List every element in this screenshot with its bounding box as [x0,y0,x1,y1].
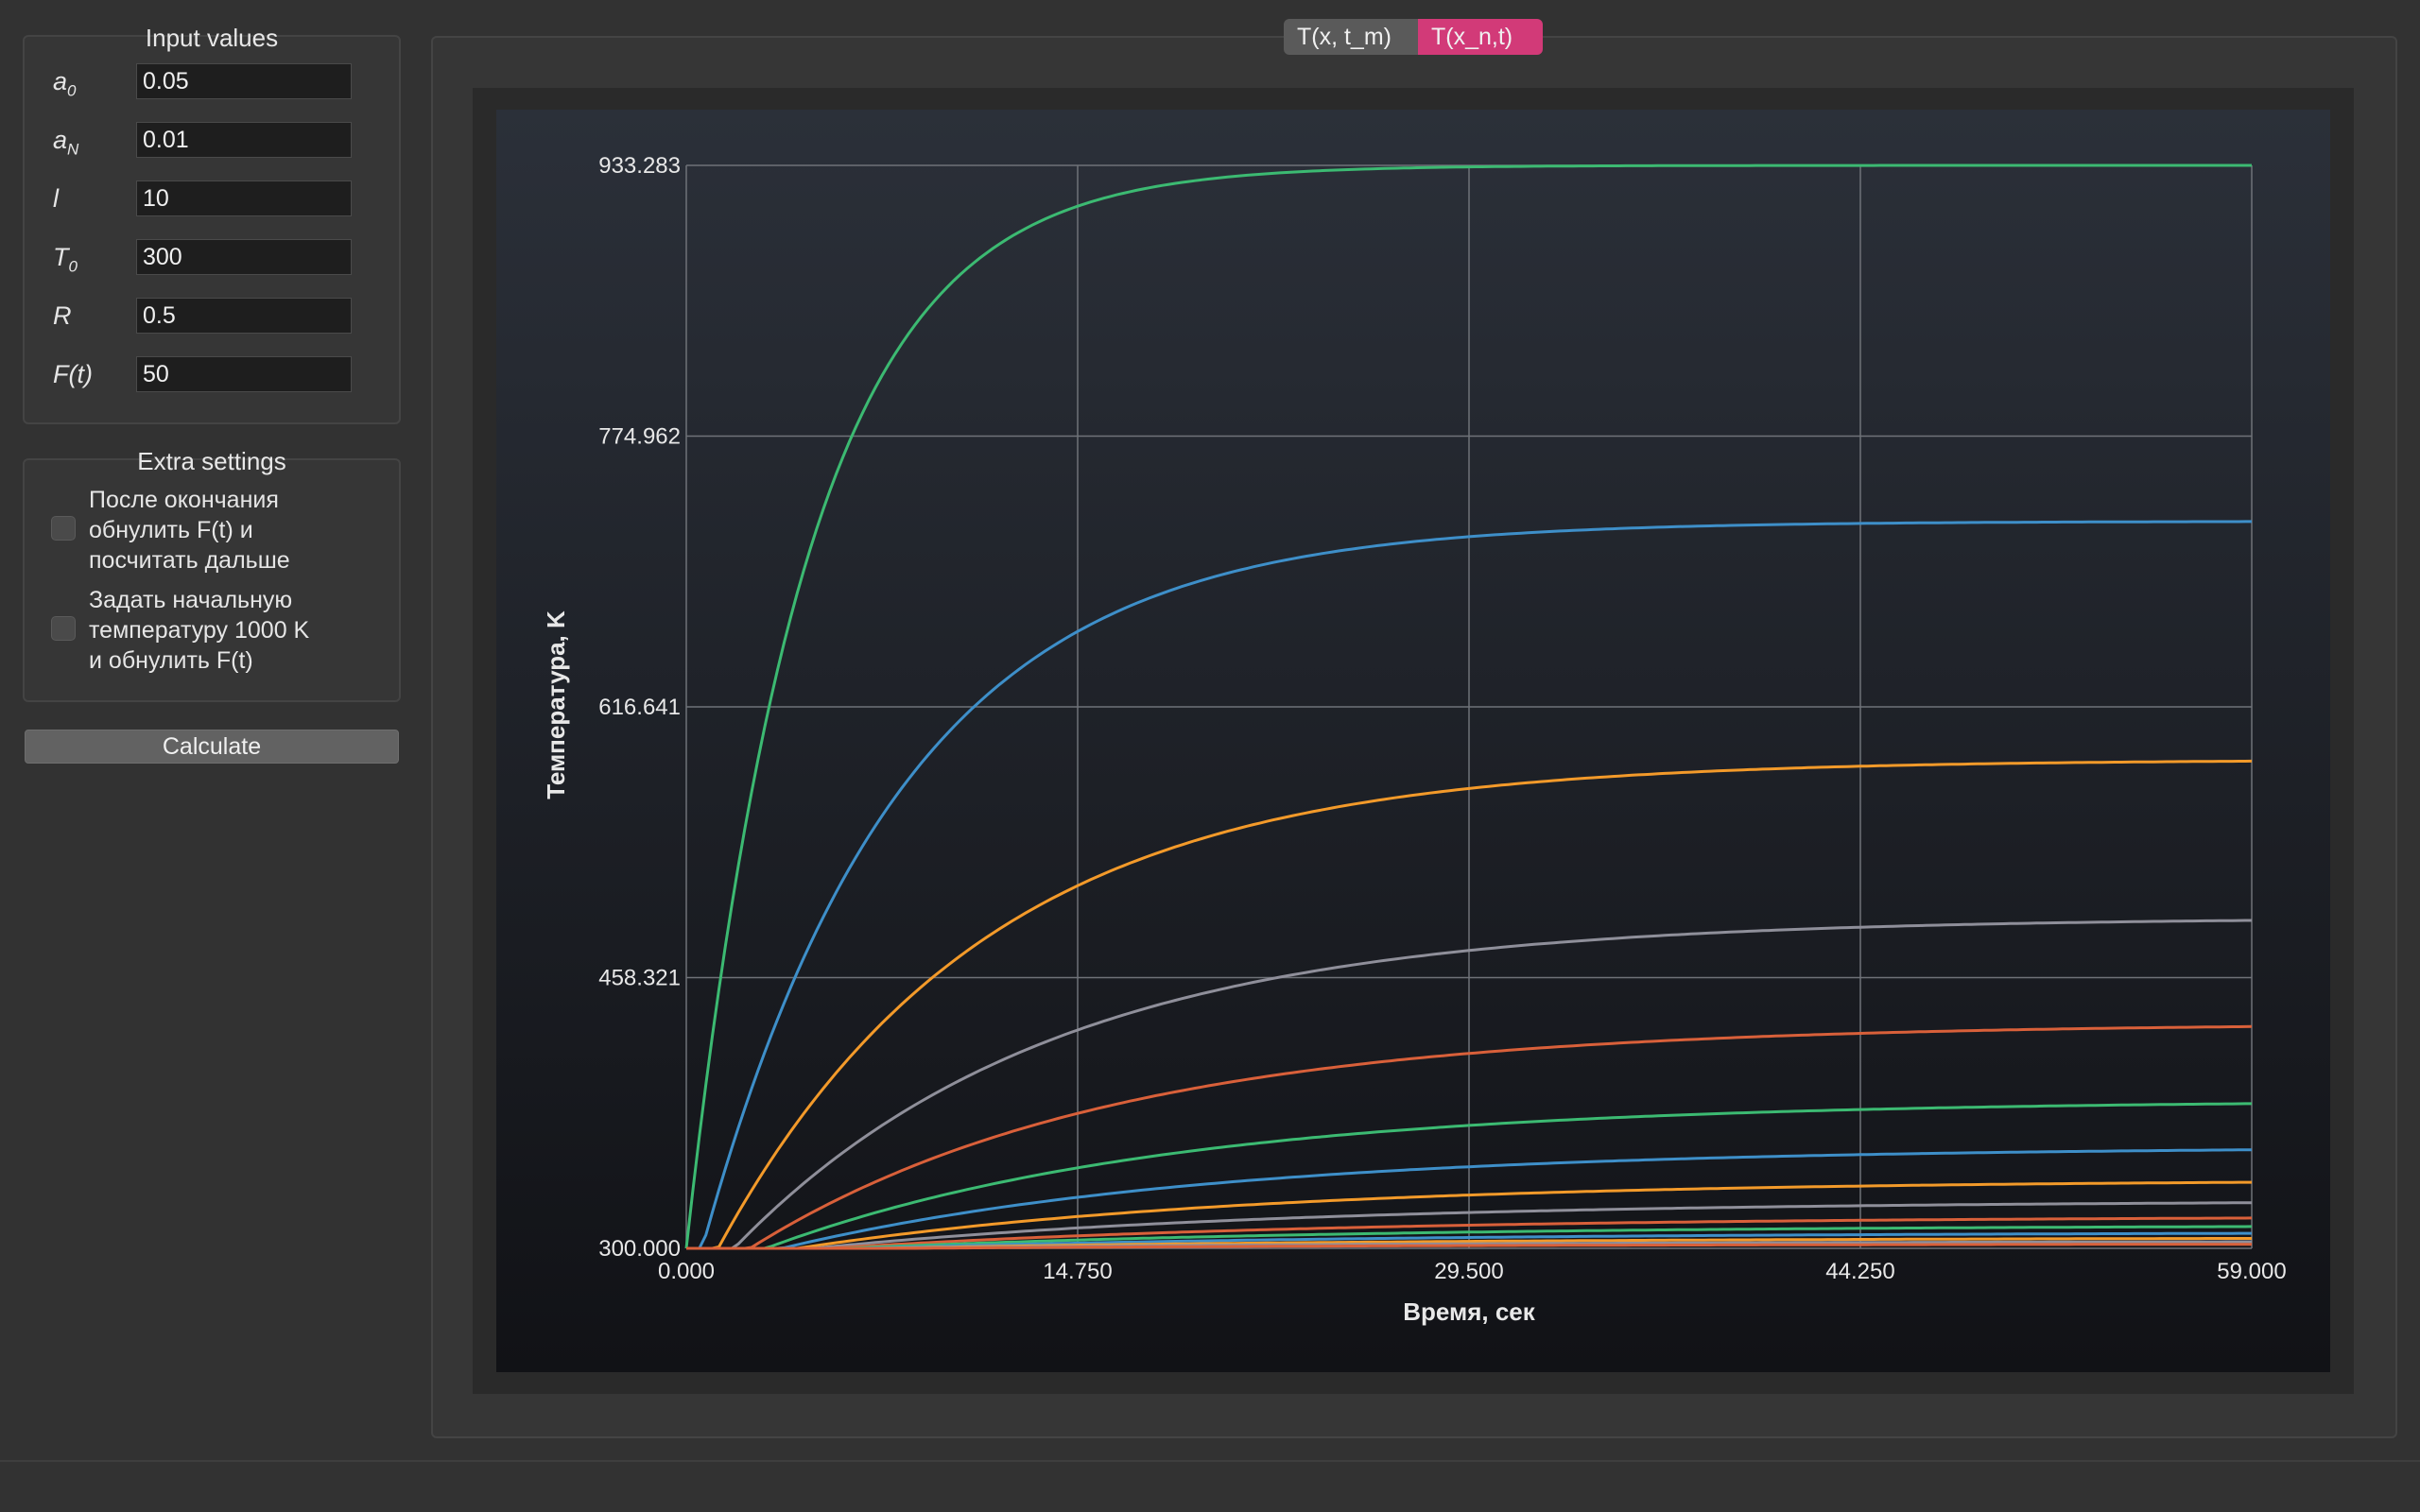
option-text-line: температуру 1000 K [89,615,309,645]
param-input[interactable] [136,63,352,99]
param-row: l [53,180,393,218]
extra-settings-title: Extra settings [25,447,399,476]
status-bar-divider [0,1460,2420,1462]
input-values-group: Input values a0aNlT0RF(t) [23,35,401,424]
param-label: a0 [53,67,129,100]
param-input[interactable] [136,180,352,216]
x-tick-label: 29.500 [1434,1259,1503,1284]
param-input[interactable] [136,356,352,392]
param-label-main: T [53,243,69,271]
param-label: F(t) [53,360,129,393]
y-tick-label: 774.962 [598,424,681,450]
param-label-sub: 0 [69,257,78,275]
param-label-sub: 0 [67,81,76,99]
x-tick-label: 59.000 [2217,1259,2286,1284]
option-text-line: обнулить F(t) и [89,515,290,545]
param-label: R [53,301,129,335]
param-label-main: a [53,126,67,154]
y-tick-label: 458.321 [598,966,681,991]
param-row: a0 [53,63,393,101]
option-text-line: и обнулить F(t) [89,645,309,676]
tab-t-xn-t[interactable]: T(x_n,t) [1418,19,1543,55]
param-label-main: F(t) [53,360,93,388]
param-input[interactable] [136,239,352,275]
param-row: T0 [53,239,393,277]
x-tick-label: 14.750 [1043,1259,1112,1284]
x-tick-label: 0.000 [658,1259,715,1284]
param-label: l [53,184,129,217]
x-axis-label: Время, сек [1403,1297,1536,1326]
tab-t-x-tm[interactable]: T(x, t_m) [1284,19,1418,55]
param-row: R [53,298,393,335]
param-label-main: l [53,184,59,213]
y-tick-label: 933.283 [598,153,681,179]
y-tick-label: 616.641 [598,695,681,720]
option-text-line: Задать начальную [89,585,309,615]
param-input[interactable] [136,298,352,334]
option-checkbox[interactable] [51,516,76,541]
x-tick-label: 44.250 [1825,1259,1894,1284]
calculate-button[interactable]: Calculate [25,730,399,764]
option-text: После окончания обнулить F(t) и посчитать … [89,485,290,576]
tab-bar: T(x, t_m) T(x_n,t) [1284,19,1543,55]
param-label: aN [53,126,129,159]
param-row: F(t) [53,356,393,394]
param-label-main: R [53,301,72,330]
option-text-line: После окончания [89,485,290,515]
param-row: aN [53,122,393,160]
param-input[interactable] [136,122,352,158]
option-text-line: посчитать дальше [89,545,290,576]
y-tick-label: 300.000 [598,1236,681,1262]
param-label-main: a [53,67,67,95]
extra-settings-group: Extra settings После окончания обнулить F… [23,458,401,702]
option-checkbox[interactable] [51,616,76,641]
y-axis-label: Температура, K [542,610,570,799]
temperature-chart: 0.000 14.750 29.500 44.250 59.000 300.000 458.… [496,110,2330,1372]
param-label-sub: N [67,140,78,158]
param-label: T0 [53,243,129,276]
input-values-title: Input values [25,24,399,53]
